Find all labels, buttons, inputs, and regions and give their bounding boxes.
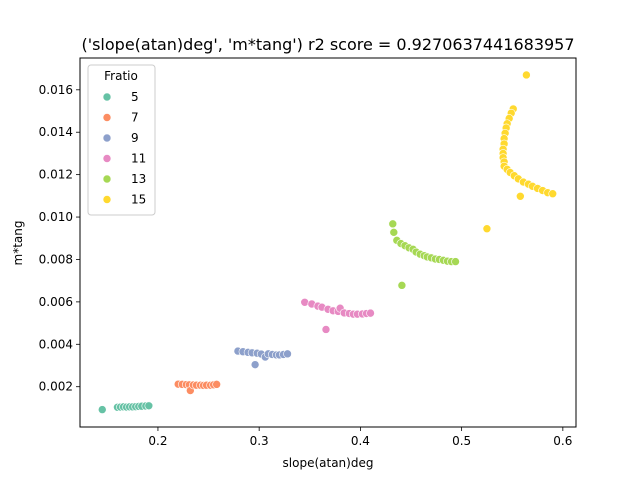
legend-label-15: 15 [131, 193, 146, 207]
y-tick-label: 0.010 [39, 210, 73, 224]
data-point-series-13-4 [397, 281, 407, 290]
y-axis-ticks: 0.002 0.004 0.006 0.008 0.010 0.012 0.014 0.016 [39, 83, 80, 394]
y-tick-label: 0.002 [39, 380, 73, 394]
y-tick-label: 0.006 [39, 295, 73, 309]
data-point-series-13-0 [388, 219, 398, 229]
x-tick-label: 0.5 [452, 434, 471, 448]
data-point-series-9-4 [250, 360, 260, 369]
y-tick-label: 0.016 [39, 83, 73, 97]
legend-label-7: 7 [131, 111, 139, 125]
legend-items: 5 7 9 11 13 15 [102, 90, 146, 207]
y-tick-label: 0.008 [39, 252, 73, 266]
data-point-series-15-19 [516, 191, 525, 201]
data-point-series-11-15 [366, 308, 375, 318]
data-point-series-5-0 [97, 405, 107, 414]
points-layer [97, 70, 558, 414]
legend-marker-15 [102, 195, 112, 204]
x-axis-ticks: 0.2 0.3 0.4 0.5 0.6 [148, 427, 572, 448]
x-tick-label: 0.2 [148, 434, 167, 448]
legend-label-11: 11 [131, 152, 146, 166]
legend-marker-13 [102, 174, 112, 184]
x-tick-label: 0.3 [250, 434, 269, 448]
x-axis-label: slope(atan)deg [283, 456, 374, 470]
data-point-series-9-13 [283, 349, 292, 359]
legend-marker-11 [102, 154, 112, 163]
y-tick-label: 0.014 [39, 125, 73, 139]
data-point-series-13-1 [389, 228, 399, 237]
data-point-series-15-26 [548, 189, 558, 199]
data-point-series-7-12 [212, 380, 221, 389]
legend-marker-7 [102, 113, 112, 122]
legend-label-5: 5 [131, 90, 139, 104]
chart-title: ('slope(atan)deg', 'm*tang') r2 score = … [81, 35, 574, 54]
legend-marker-5 [102, 92, 112, 102]
x-tick-label: 0.4 [351, 434, 370, 448]
legend-label-9: 9 [131, 131, 139, 145]
y-tick-label: 0.004 [39, 337, 73, 351]
y-axis-label: m*tang [11, 221, 25, 266]
data-point-series-11-4 [321, 325, 331, 334]
data-point-series-11-0 [300, 297, 310, 307]
plot-frame [79, 57, 577, 428]
legend-title: Fratio [104, 69, 138, 83]
data-point-series-15-1 [522, 70, 531, 80]
y-tick-label: 0.012 [39, 168, 73, 182]
data-point-series-15-0 [482, 224, 492, 234]
legend: Fratio 5 7 9 11 13 15 [87, 64, 156, 216]
legend-marker-9 [102, 133, 112, 143]
data-point-series-5-11 [144, 401, 154, 411]
legend-label-13: 13 [131, 172, 146, 186]
data-point-series-13-18 [451, 257, 460, 266]
x-tick-label: 0.6 [553, 434, 572, 448]
